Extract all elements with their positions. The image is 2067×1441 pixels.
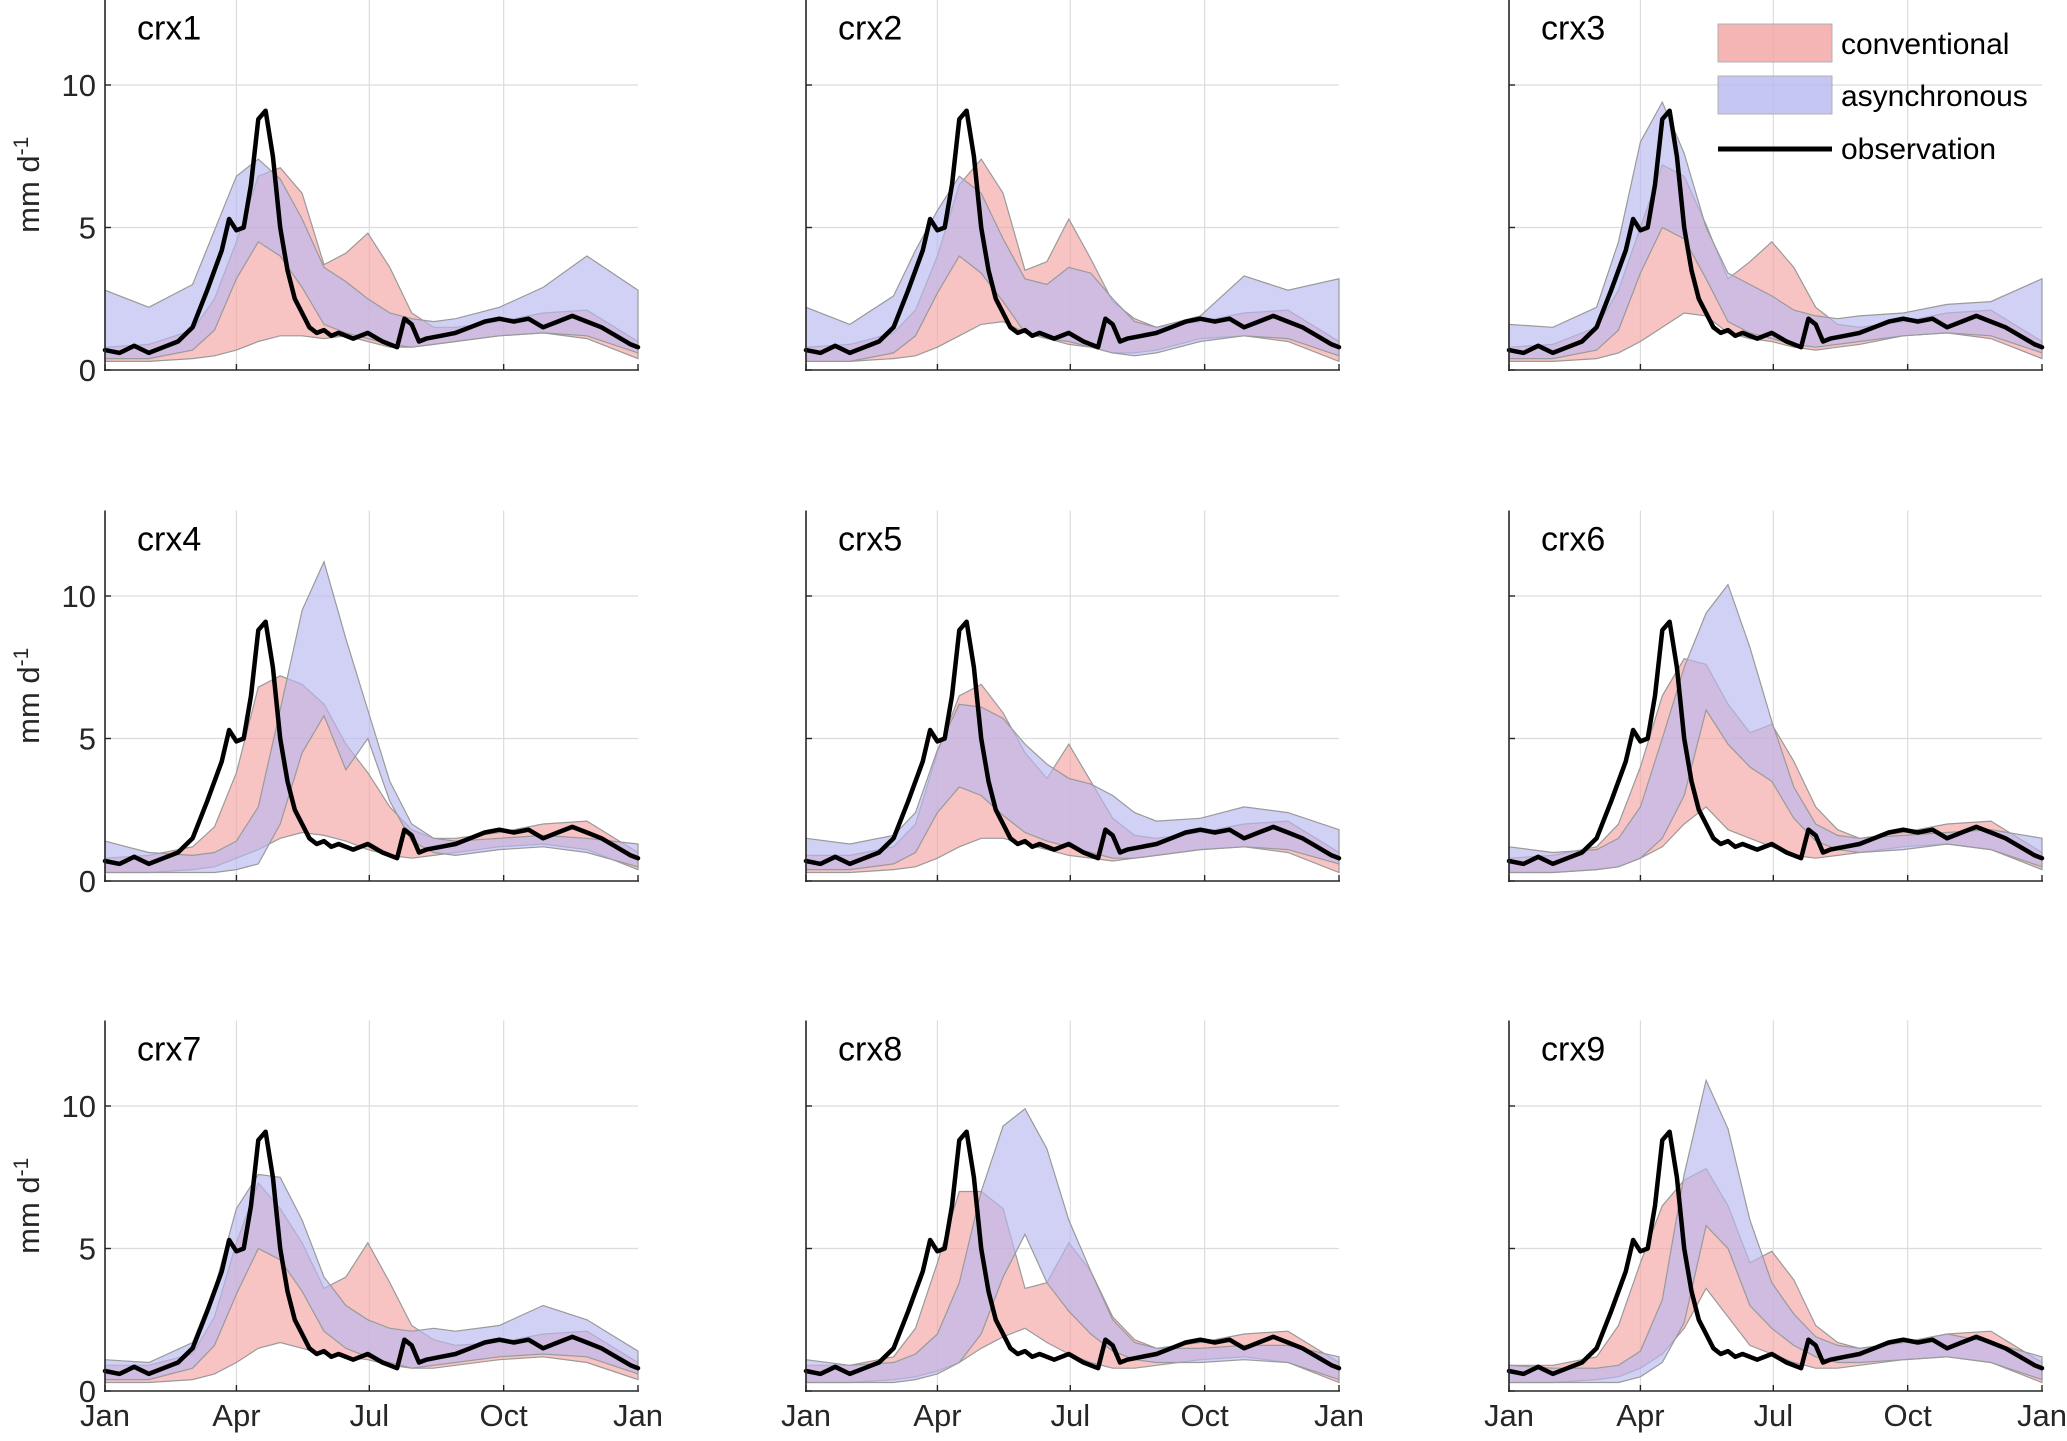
x-tick-label: Oct — [1884, 1398, 1933, 1433]
x-tick-label: Apr — [1616, 1398, 1664, 1433]
y-axis-label: mm d-1 — [10, 1158, 47, 1254]
asynchronous-band — [104, 560, 639, 874]
asynchronous-band — [104, 1173, 639, 1381]
x-tick-label: Jan — [1314, 1398, 1364, 1433]
y-axis-label: mm d-1 — [10, 648, 47, 744]
x-tick-label: Jan — [2017, 1398, 2067, 1433]
y-tick-label: 10 — [62, 579, 96, 614]
asynchronous-band — [1508, 1078, 2043, 1384]
panel-title: crx8 — [838, 1031, 902, 1069]
conventional-band — [104, 166, 639, 362]
x-tick-label: Jan — [613, 1398, 663, 1433]
observation-line — [102, 619, 641, 867]
asynchronous-band — [1508, 583, 2043, 874]
legend-label-asynchronous: asynchronous — [1841, 80, 2028, 113]
panel-title: crx9 — [1541, 1031, 1605, 1069]
y-tick-label: 10 — [62, 1089, 96, 1124]
asynchronous-band — [805, 1107, 1340, 1384]
y-tick-label: 0 — [79, 1374, 96, 1409]
y-tick-label: 5 — [79, 211, 96, 246]
x-tick-label: Jul — [349, 1398, 389, 1433]
observation-line — [1506, 619, 2045, 867]
y-tick-label: 0 — [79, 864, 96, 899]
panel-title: crx1 — [137, 10, 201, 48]
observation-line — [803, 619, 1342, 867]
panel-title: crx6 — [1541, 521, 1605, 559]
panel-title: crx3 — [1541, 10, 1605, 48]
legend: conventional asynchronous observation — [1717, 23, 2028, 166]
observation-line — [1506, 1129, 2045, 1377]
x-tick-label: Jan — [781, 1398, 831, 1433]
y-tick-label: 0 — [79, 353, 96, 388]
legend-label-observation: observation — [1841, 133, 1996, 166]
y-tick-label: 5 — [79, 1232, 96, 1267]
x-tick-label: Apr — [212, 1398, 260, 1433]
x-tick-label: Apr — [913, 1398, 961, 1433]
panel-crx8: Jan Apr Jul Oct Jan crx8 — [781, 1020, 1364, 1433]
panel-crx5: crx5 — [803, 510, 1342, 882]
x-tick-label: Oct — [1181, 1398, 1230, 1433]
panel-crx3: crx3 — [1506, 0, 2045, 371]
x-tick-label: Jul — [1050, 1398, 1090, 1433]
panel-crx4: 0 5 10 mm d-1 crx4 — [10, 510, 641, 899]
conventional-band — [805, 683, 1340, 874]
panel-title: crx7 — [137, 1031, 201, 1069]
conventional-band — [805, 158, 1340, 363]
observation-line — [1506, 108, 2045, 356]
legend-label-conventional: conventional — [1841, 28, 2009, 61]
panel-title: crx4 — [137, 521, 201, 559]
panel-crx9: Jan Apr Jul Oct Jan crx9 — [1484, 1020, 2067, 1433]
asynchronous-band — [805, 175, 1340, 362]
x-tick-label: Jan — [80, 1398, 130, 1433]
x-tick-label: Jul — [1753, 1398, 1793, 1433]
panel-crx1: 0 5 10 mm d-1 crx1 — [10, 0, 641, 388]
observation-line — [803, 1129, 1342, 1377]
y-tick-label: 10 — [62, 68, 96, 103]
asynchronous-band — [104, 158, 639, 360]
panel-title: crx2 — [838, 10, 902, 48]
panel-crx2: crx2 — [803, 0, 1342, 371]
y-tick-label: 5 — [79, 722, 96, 757]
observation-line — [803, 108, 1342, 356]
asynchronous-band — [1508, 100, 2043, 360]
asynchronous-band — [805, 703, 1340, 871]
observation-line — [102, 1129, 641, 1377]
y-axis-label: mm d-1 — [10, 137, 47, 233]
x-tick-label: Oct — [480, 1398, 529, 1433]
panel-crx6: crx6 — [1506, 510, 2045, 882]
legend-swatch-asynchronous — [1717, 75, 1833, 115]
observation-line — [102, 108, 641, 356]
panel-title: crx5 — [838, 521, 902, 559]
x-tick-label: Jan — [1484, 1398, 1534, 1433]
legend-swatch-conventional — [1717, 23, 1833, 63]
